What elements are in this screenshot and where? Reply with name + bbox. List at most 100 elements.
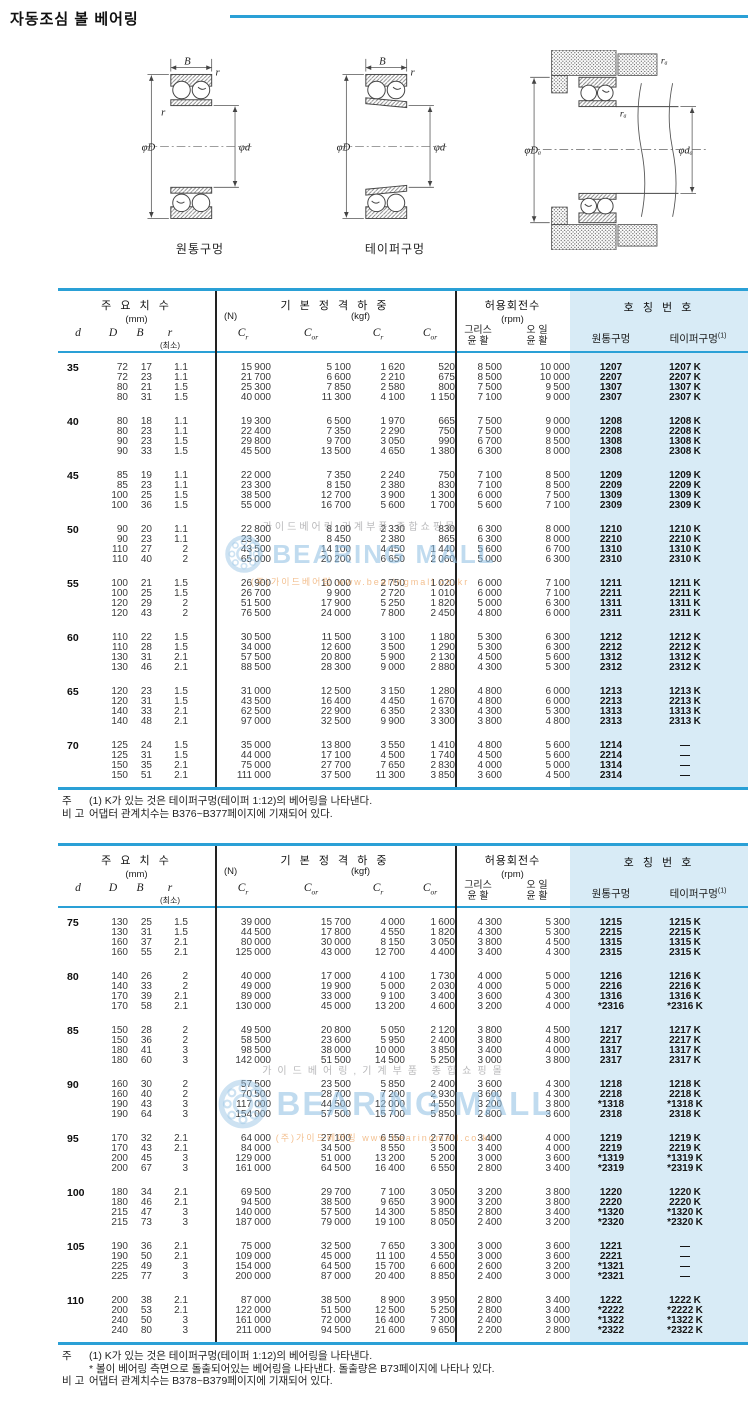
cell-cyl-number: 2216	[599, 981, 623, 992]
cell-cr-kgf: 7 650	[380, 1241, 405, 1252]
cell-cr-n: 161 000	[235, 1315, 271, 1326]
cell-d: 35	[67, 362, 79, 374]
cell-cor-kgf: 3 850	[430, 1045, 455, 1056]
cell-cor-kgf: 3 300	[430, 716, 455, 727]
cell-grease-rpm: 3 600	[477, 1089, 502, 1100]
cell-taper-number: 1311 K	[669, 598, 701, 609]
cell-cyl-number: 2311	[600, 608, 622, 619]
cell-cor-n: 16 400	[320, 696, 351, 707]
cell-d: 100	[67, 1187, 85, 1199]
cell-cr-kgf: 15 700	[374, 1261, 405, 1272]
cell-oil-rpm: 3 400	[545, 1207, 570, 1218]
cell-cr-n: 211 000	[236, 1325, 271, 1336]
table-row: 170 39 2.1 89 000 33 000 9 100 3 400 3 600 4 300…	[58, 992, 748, 1002]
cell-B: 25	[140, 588, 152, 599]
cell-cor-kgf: 1 730	[430, 971, 455, 982]
cell-taper-number: 2309 K	[669, 500, 701, 511]
cell-taper-number: 1307 K	[669, 382, 701, 393]
cell-grease-rpm: 2 800	[477, 1163, 502, 1174]
cell-d	[58, 1208, 98, 1218]
cell-cor-kgf: 5 850	[430, 1109, 455, 1120]
cell-cr-n: 44 500	[240, 927, 271, 938]
cell-grease-rpm: 3 800	[477, 1025, 502, 1036]
cell-d	[58, 1262, 98, 1272]
cell-B: 60	[140, 1055, 152, 1066]
cell-cor-kgf: 865	[438, 534, 455, 545]
cell-cr-n: 87 000	[240, 1295, 271, 1306]
col-label-grease: 그리스 윤 활	[464, 880, 492, 902]
cell-D: 130	[111, 927, 128, 938]
table-row: 190 50 2.1 109 000 45 000 11 100 4 550 3 000 3 6…	[58, 1252, 748, 1262]
col-label-cyl-bore: 원통구멍	[591, 888, 631, 900]
cell-cor-kgf: 3 400	[430, 991, 455, 1002]
cell-grease-rpm: 2 800	[477, 1109, 502, 1120]
dim-ra-label: rₐ	[620, 108, 627, 119]
cell-B: 33	[140, 981, 152, 992]
cell-cr-n: 49 000	[240, 981, 271, 992]
cell-cor-n: 19 900	[320, 981, 351, 992]
cell-cor-kgf: 1 300	[430, 490, 455, 501]
cell-cr-n: 98 500	[240, 1045, 271, 1056]
cell-cr-n: 44 000	[240, 750, 271, 761]
cell-D: 100	[111, 500, 128, 511]
cell-cr-kgf: 7 200	[380, 1089, 405, 1100]
cell-oil-rpm: 5 300	[545, 917, 570, 928]
cell-D: 160	[111, 937, 128, 948]
cell-cr-kgf: 2 720	[380, 588, 405, 599]
cell-oil-rpm: 5 600	[545, 740, 570, 751]
cell-D: 160	[111, 1079, 128, 1090]
cell-B: 55	[140, 947, 152, 958]
cell-D: 110	[112, 642, 128, 653]
cell-B: 36	[140, 1035, 152, 1046]
cell-oil-rpm: 4 000	[545, 1001, 570, 1012]
size-group: 110 200 38 2.1 87 000 38 500 8 900 3 950 2 800 3 …	[58, 1296, 748, 1336]
cell-cr-n: 39 000	[240, 917, 271, 928]
cell-taper-number: 2210 K	[669, 534, 701, 545]
cell-cor-n: 38 000	[320, 1045, 351, 1056]
cell-cor-kgf: 1 290	[430, 642, 455, 653]
cell-d	[58, 1056, 98, 1066]
cell-grease-rpm: 8 500	[477, 362, 502, 373]
cell-cor-n: 7 850	[326, 382, 351, 393]
cell-D: 180	[111, 1045, 128, 1056]
table-row: 130 31 1.5 44 500 17 800 4 550 1 820 4 300 5 300…	[58, 928, 748, 938]
cell-r: 3	[182, 1055, 188, 1066]
cell-grease-rpm: 2 400	[477, 1271, 502, 1282]
cylindrical-bore-label: 원통구멍	[175, 242, 225, 256]
cell-B: 51	[140, 770, 152, 781]
cell-r: 2	[182, 554, 188, 565]
cell-r: 2.1	[174, 1197, 188, 1208]
cell-taper-number: 2312 K	[669, 662, 701, 673]
cell-cor-kgf: 4 600	[430, 1001, 455, 1012]
cell-B: 50	[140, 1251, 152, 1262]
cell-cr-n: 23 300	[240, 534, 271, 545]
cell-oil-rpm: 8 500	[545, 470, 570, 481]
cell-cr-kgf: 11 100	[375, 1251, 405, 1262]
cell-d	[58, 663, 98, 673]
cell-taper-number: 1220 K	[669, 1187, 701, 1198]
footnote-line: 비 고 어댑터 관계치수는 B378~B379페이지에 기재되어 있다.	[62, 1375, 333, 1387]
cell-taper-number: 1312 K	[669, 652, 701, 663]
cell-taper-number: 1317 K	[669, 1045, 701, 1056]
cell-d: 40	[67, 416, 79, 428]
cell-D: 130	[111, 662, 128, 673]
cell-cor-kgf: 8 050	[430, 1217, 455, 1228]
cell-cyl-number: 1218	[599, 1079, 623, 1090]
cell-oil-rpm: 6 000	[545, 696, 570, 707]
cell-D: 130	[111, 917, 128, 928]
cell-d	[58, 1046, 98, 1056]
cell-d	[58, 1326, 98, 1336]
table-row: 240 50 3 161 000 72 000 16 400 7 300 2 400 3 000…	[58, 1316, 748, 1326]
cell-B: 53	[140, 1305, 152, 1316]
cell-D: 170	[111, 1143, 128, 1154]
cell-D: 215	[111, 1217, 128, 1228]
cell-taper-number: —	[680, 760, 690, 771]
cell-oil-rpm: 9 000	[545, 426, 570, 437]
table-row: 40 80 18 1.1 19 300 6 500 1 970 665 7 500 9 000 12…	[58, 416, 748, 428]
cell-cr-n: 75 000	[240, 1241, 271, 1252]
cell-grease-rpm: 4 000	[477, 971, 502, 982]
cell-taper-number: 1310 K	[669, 544, 701, 555]
cell-D: 120	[111, 696, 128, 707]
cell-cr-kgf: 5 950	[380, 1035, 405, 1046]
cell-cr-kgf: 6 350	[380, 706, 405, 717]
